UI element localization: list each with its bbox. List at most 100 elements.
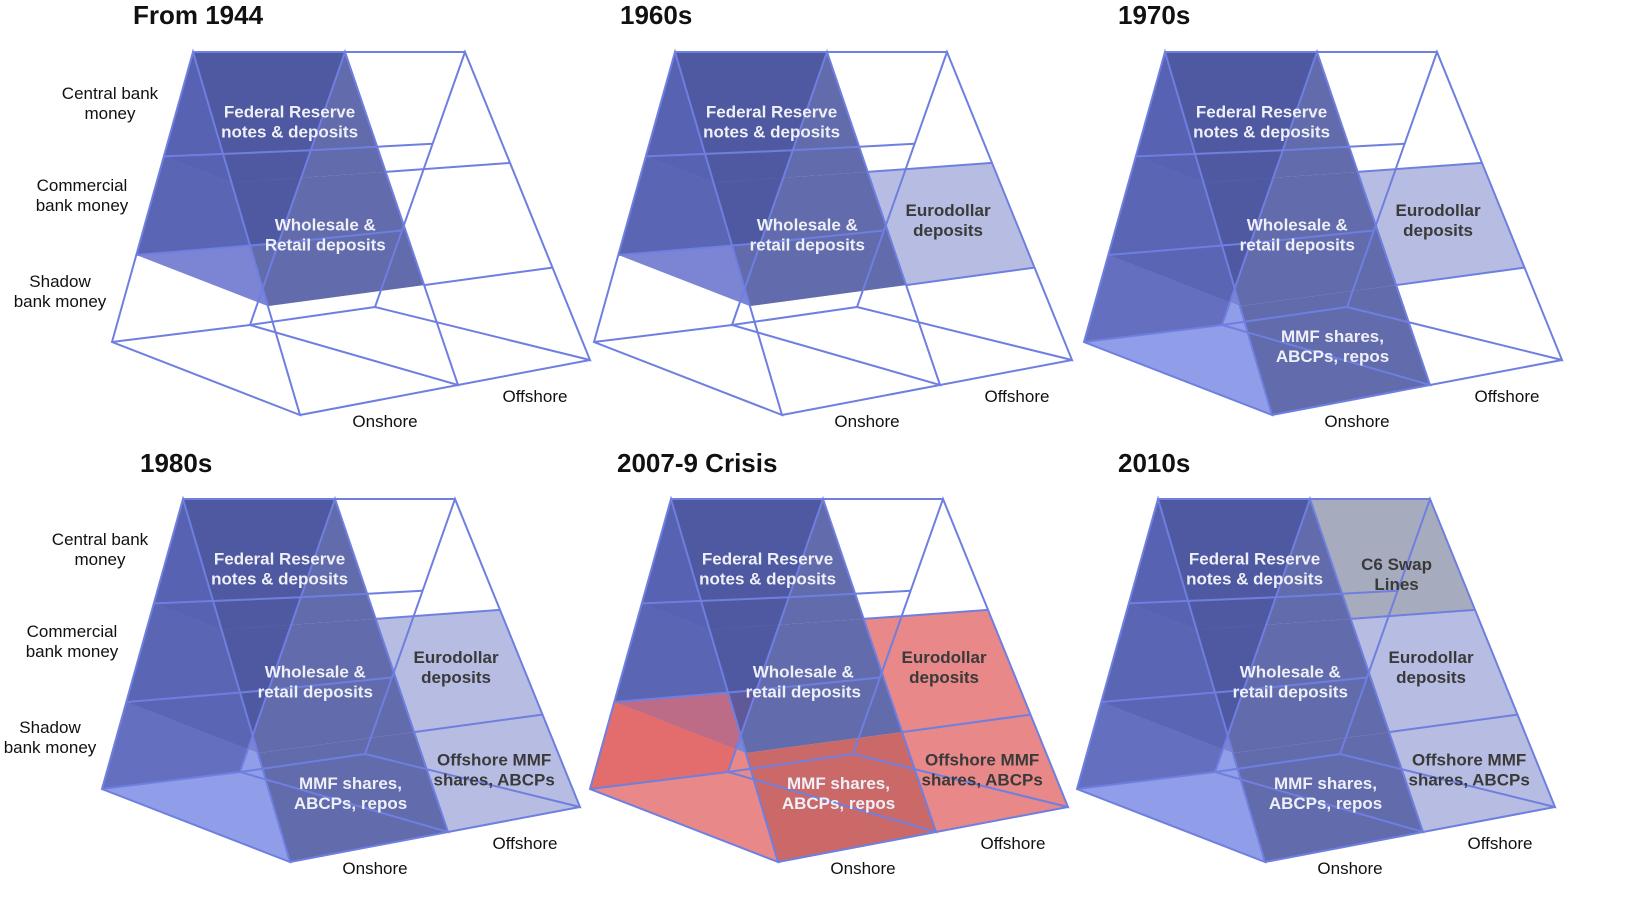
layer-edge [153, 589, 423, 605]
onshore-side-band [1232, 732, 1423, 862]
prism-edge [101, 753, 366, 790]
prism-edge [588, 495, 780, 864]
panel-title: 1960s [620, 0, 692, 30]
row-label-commercial: Commercial bank money [36, 176, 129, 215]
prism-edge [1264, 806, 1556, 863]
prism-edge [781, 359, 1073, 416]
prism-edge [593, 306, 858, 343]
cell-fed-reserve: Federal Reserve notes & deposits [1186, 549, 1323, 588]
layer-edge [618, 229, 885, 256]
cell-eurodollar: Eurodollar deposits [1396, 201, 1481, 240]
offshore-band [1350, 609, 1518, 733]
layer-edge [413, 713, 543, 734]
cell-wholesale-deposits: Wholesale & retail deposits [746, 662, 861, 701]
prism-edge [726, 495, 938, 834]
prism-edge [777, 806, 1069, 863]
cell-wholesale-deposits: Wholesale & retail deposits [750, 215, 865, 254]
onshore-side-band [1158, 499, 1351, 630]
prism-edge [111, 306, 376, 343]
layer-edge [1108, 229, 1375, 256]
panel-4: 2007-9 Crisis Federal Reserve notes & depo… [588, 448, 1070, 878]
layer-edge [645, 142, 915, 158]
offshore-band [902, 714, 1068, 832]
offshore-band [1389, 714, 1555, 832]
cell-swap-lines: C6 Swap Lines [1361, 555, 1432, 594]
layer-edge [126, 676, 393, 703]
prism-edge [851, 496, 1070, 809]
prism-edge [1271, 359, 1563, 416]
panel-1: 1960s Federal Reserve notes & deposits Whol… [592, 0, 1074, 431]
cell-fed-reserve: Federal Reserve notes & deposits [211, 549, 348, 588]
cell-eurodollar: Eurodollar deposits [414, 648, 499, 687]
prism-edge [238, 495, 450, 834]
axis-onshore: Onshore [342, 859, 407, 878]
onshore-side-band [1165, 52, 1358, 183]
cell-fed-reserve: Federal Reserve notes & deposits [703, 102, 840, 141]
prism-edge [855, 49, 1074, 362]
layer-edge [614, 676, 881, 703]
panel-title: From 1944 [133, 0, 264, 30]
prism-edge [289, 806, 581, 863]
axis-offshore: Offshore [493, 834, 558, 853]
axis-offshore: Offshore [1468, 834, 1533, 853]
layer-edge [901, 713, 1031, 734]
layer-edge [1128, 589, 1398, 605]
offshore-band [1310, 499, 1475, 619]
layer-edge [385, 161, 511, 173]
row-label-central: Central bank money [62, 84, 159, 123]
offshore-band [414, 714, 580, 832]
prism-edge [1076, 753, 1341, 790]
cell-fed-reserve: Federal Reserve notes & deposits [699, 549, 836, 588]
axis-onshore: Onshore [1317, 859, 1382, 878]
panel-title: 2010s [1118, 448, 1190, 478]
cell-offshore-mmf: Offshore MMF shares, ABCPs [434, 750, 555, 789]
panel-2: 1970s Federal Reserve notes & deposits Whol… [1082, 0, 1564, 431]
panel-0: From 1944 Federal Reserve notes & deposits… [110, 0, 592, 431]
axis-onshore: Onshore [834, 412, 899, 431]
layer-edge [423, 266, 553, 287]
layer-edge [1135, 142, 1405, 158]
axis-onshore: Onshore [830, 859, 895, 878]
prism-edge [248, 48, 460, 387]
offshore-band [375, 609, 543, 733]
panel-3: 1980s Federal Reserve notes & deposits Whol… [100, 448, 582, 878]
layer-edge [1350, 608, 1476, 620]
row-label-commercial: Commercial bank money [26, 622, 119, 661]
prism-edge [1213, 495, 1425, 834]
prism-edge [299, 359, 591, 416]
offshore-band [863, 609, 1031, 733]
onshore-roof-band [590, 690, 757, 789]
cell-wholesale-deposits: Wholesale & retail deposits [1233, 662, 1348, 701]
prism-edge [730, 48, 942, 387]
offshore-band [867, 162, 1035, 286]
prism-edge [1345, 49, 1564, 362]
onshore-side-band [671, 499, 864, 630]
onshore-side-band [193, 52, 386, 183]
row-label-central: Central bank money [52, 530, 149, 569]
prism-edge [363, 496, 582, 809]
panel-title: 1970s [1118, 0, 1190, 30]
onshore-side-band [257, 732, 448, 862]
prism-edge [1082, 48, 1274, 417]
prism-edge [100, 495, 292, 864]
panel-5: 2010s Federal Reserve notes & deposits Whol… [1075, 448, 1557, 878]
axis-offshore: Offshore [981, 834, 1046, 853]
onshore-side-band [745, 732, 936, 862]
onshore-roof-band [1077, 690, 1244, 789]
prism-edge [1075, 495, 1267, 864]
offshore-band [1357, 162, 1525, 286]
cell-fed-reserve: Federal Reserve notes & deposits [1193, 102, 1330, 141]
layer-edge [1101, 676, 1368, 703]
onshore-roof-band [1084, 243, 1251, 342]
layer-edge [905, 266, 1035, 287]
cell-mmf-shares: MMF shares, ABCPs, repos [1276, 327, 1389, 366]
layer-edge [1395, 266, 1525, 287]
axis-onshore: Onshore [352, 412, 417, 431]
onshore-side-band [1239, 285, 1430, 415]
layer-edge [867, 161, 993, 173]
layer-edge [136, 229, 403, 256]
onshore-roof-band [102, 690, 269, 789]
cell-eurodollar: Eurodollar deposits [902, 648, 987, 687]
onshore-side-band [675, 52, 868, 183]
layer-edge [863, 608, 989, 620]
